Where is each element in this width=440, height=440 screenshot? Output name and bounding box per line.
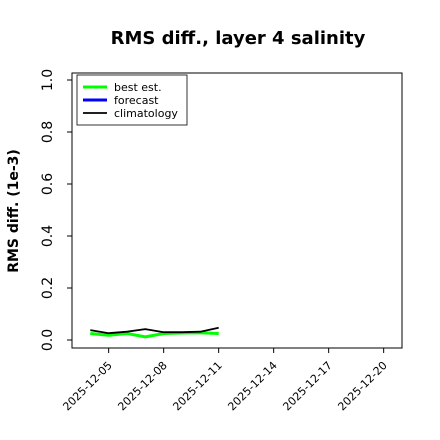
x-axis: 2025-12-05 2025-12-08 2025-12-11 2025-12-14…: [60, 348, 390, 413]
y-tick-label: 0.0: [40, 329, 56, 351]
y-tick-label: 0.4: [40, 225, 56, 247]
y-axis: 0.0 0.2 0.4 0.6 0.8 1.0: [40, 69, 72, 351]
legend-entry-label: best est.: [114, 81, 162, 94]
x-tick-label: 2025-12-14: [225, 359, 279, 413]
y-axis-label: RMS diff. (1e-3): [6, 149, 22, 273]
series-layer: [90, 326, 219, 339]
legend-entry-label: forecast: [114, 94, 159, 107]
y-tick-label: 0.2: [40, 277, 56, 299]
y-tick-label: 1.0: [40, 69, 56, 91]
y-tick-label: 0.8: [40, 121, 56, 143]
x-tick-label: 2025-12-17: [280, 359, 334, 413]
x-tick-label: 2025-12-20: [335, 359, 389, 413]
plot-area-frame: [71, 72, 403, 349]
x-tick-label: 2025-12-08: [115, 359, 169, 413]
chart-title: RMS diff., layer 4 salinity: [111, 28, 366, 49]
legend-entry-label: climatology: [114, 107, 178, 120]
y-tick-label: 0.6: [40, 173, 56, 195]
series-line-best-est: [90, 331, 219, 339]
x-tick-label: 2025-12-11: [170, 359, 224, 413]
series-line-climatology: [90, 326, 219, 335]
x-tick-label: 2025-12-05: [60, 359, 114, 413]
